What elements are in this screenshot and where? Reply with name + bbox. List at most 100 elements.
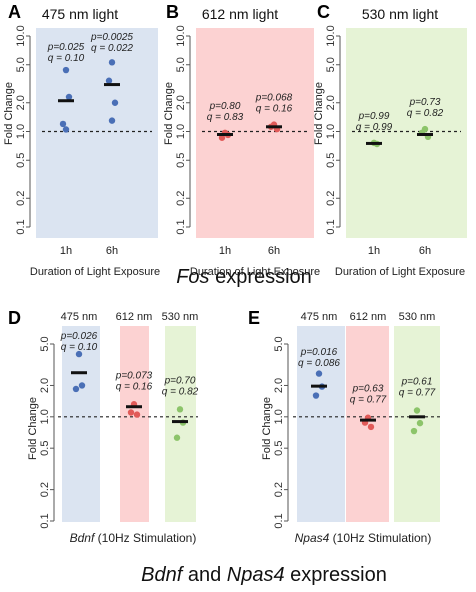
data-point [315,370,323,377]
panel-b-letter: B [166,2,179,22]
y-tick-label: 0.5 [325,153,337,168]
panel-c: C 530 nm light 0.1 0.2 0.5 1.0 2.0 5.0 10.0 Fold … [313,2,467,278]
y-tick-label: 2.0 [39,378,51,393]
category-label: 612 nm [350,311,387,323]
y-tick-label: 0.1 [175,219,187,234]
p-value-label: p=0.99 [358,111,390,122]
data-point [78,382,86,389]
y-tick-label: 0.2 [39,482,51,497]
panel-a-title: 475 nm light [42,6,118,22]
data-point [62,126,70,133]
panel-d-letter: D [8,308,21,328]
y-axis-label: Fold Change [261,397,273,460]
x-axis-label: Duration of Light Exposure [335,266,465,278]
x-axis-label: Npas4 (10Hz Stimulation) [295,531,432,545]
data-point [367,423,375,431]
data-point [416,419,424,427]
y-tick-label: 10.0 [325,25,337,46]
data-point [218,134,226,141]
y-tick-label: 0.5 [39,441,51,456]
category-label: 1h [368,245,380,257]
data-point [108,117,116,124]
p-value-label: p=0.016 [300,347,338,358]
panel-a-letter: A [8,2,21,22]
data-point [59,120,67,128]
data-point [65,93,73,101]
data-point [62,66,70,74]
panel-b: B 612 nm light 0.1 0.2 0.5 1.0 2.0 5.0 10.0 Fold … [163,2,320,278]
y-tick-label: 5.0 [15,57,27,72]
y-tick-label: 1.0 [15,124,27,139]
panel-b-background-1 [196,28,314,238]
panel-e-letter: E [248,308,260,328]
panel-d-background-1 [62,326,100,522]
category-label: 6h [419,245,431,257]
y-tick-label: 1.0 [39,409,51,424]
x-axis-label-rest: (10Hz Stimulation) [329,531,431,545]
x-axis-label-gene: Npas4 [295,531,330,545]
q-value-label: q = 0.77 [399,387,436,398]
category-label: 1h [219,245,231,257]
y-tick-label: 0.1 [325,219,337,234]
category-label: 475 nm [301,311,338,323]
bdnf-caption-gene: Bdnf [141,564,185,586]
data-point [127,409,135,416]
data-point [413,407,421,414]
q-value-label: q = 0.16 [116,381,153,392]
y-tick-label: 2.0 [273,378,285,393]
fos-caption-gene: Fos [176,266,209,288]
data-point [111,99,119,106]
bdnf-npas4-caption: Bdnf and Npas4 expression [141,564,387,586]
y-tick-label: 0.1 [15,219,27,234]
x-axis-label-gene: Bdnf [70,531,96,545]
q-value-label: q = 0.16 [256,104,293,115]
x-axis-label-rest: (10Hz Stimulation) [94,531,196,545]
y-axis-label: Fold Change [27,397,39,460]
y-tick-label: 10.0 [175,25,187,46]
panel-a-background-1 [36,28,158,238]
data-point [108,59,116,66]
bdnf-npas4-caption-rest: expression [285,564,387,586]
q-value-label: q = 0.83 [207,112,244,123]
p-value-label: p=0.80 [209,101,241,112]
p-value-label: p=0.61 [401,376,433,387]
p-value-label: p=0.0025 [90,32,133,43]
y-tick-label: 0.1 [39,513,51,528]
q-value-label: q = 0.10 [61,342,98,353]
y-tick-label: 0.2 [325,191,337,206]
data-point [133,411,141,418]
p-value-label: p=0.73 [409,97,441,108]
fos-caption-rest: expression [210,266,312,288]
y-tick-label: 2.0 [325,95,337,110]
category-label: 1h [60,245,72,257]
q-value-label: q = 0.022 [91,43,133,54]
category-label: 6h [106,245,118,257]
data-point [173,434,181,441]
y-tick-label: 0.1 [273,513,285,528]
p-value-label: p=0.025 [47,42,85,53]
panel-d-background-2 [120,326,149,522]
panel-a: A 475 nm light 0.1 0.2 0.5 1.0 2.0 5.0 10.0 Fold … [3,2,160,278]
y-tick-label: 5.0 [273,336,285,351]
y-tick-label: 5.0 [325,57,337,72]
y-tick-label: 0.5 [175,153,187,168]
y-tick-label: 0.2 [273,482,285,497]
y-axis-label: Fold Change [313,82,325,145]
y-tick-label: 0.2 [175,191,187,206]
category-label: 6h [268,245,280,257]
y-tick-label: 2.0 [15,95,27,110]
y-axis-label: Fold Change [3,82,15,145]
panel-c-title: 530 nm light [362,6,438,22]
caption-and: and [182,564,226,586]
panel-c-background-1 [346,28,467,238]
data-point [75,350,83,358]
q-value-label: q = 0.99 [356,122,393,133]
x-axis-label: Duration of Light Exposure [30,266,160,278]
npas4-caption-gene: Npas4 [227,564,285,586]
x-axis-label: Duration of Light Exposure [190,266,320,278]
y-tick-label: 1.0 [325,124,337,139]
data-point [72,385,80,393]
panel-c-letter: C [317,2,330,22]
